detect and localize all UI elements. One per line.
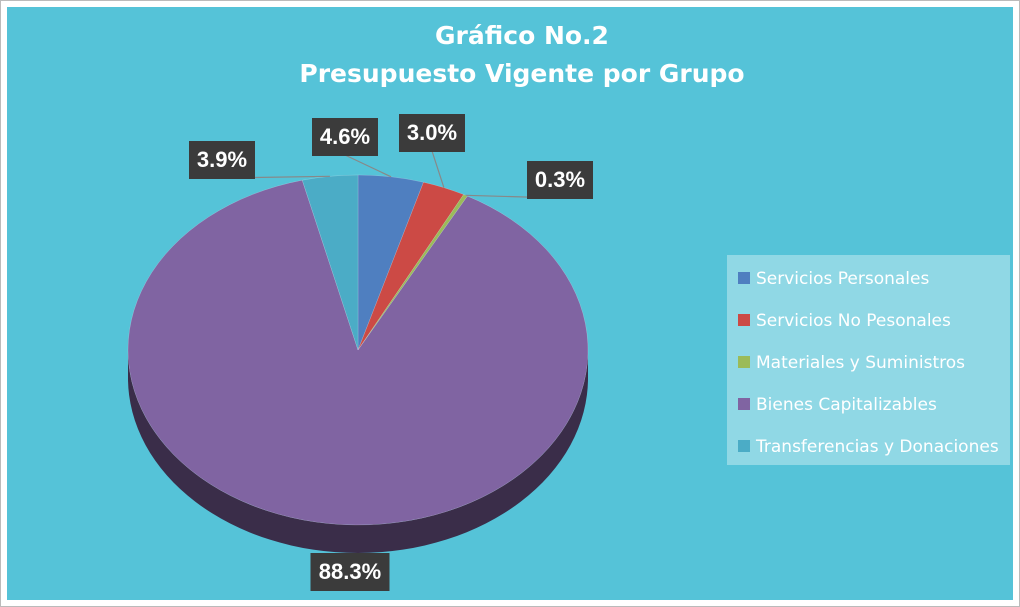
data-label-box	[310, 553, 390, 591]
legend-swatch	[738, 440, 750, 452]
pie-side	[128, 350, 588, 553]
data-label-box	[527, 161, 593, 199]
pie-slice	[357, 181, 464, 351]
leader-line	[344, 154, 392, 178]
legend-label: Bienes Capitalizables	[756, 395, 937, 415]
pie-slice	[301, 174, 359, 351]
legend-box	[727, 255, 1010, 465]
data-label: 3.0%	[407, 120, 457, 145]
legend-swatch	[738, 314, 750, 326]
legend-swatch	[738, 356, 750, 368]
chart-title: Gráfico No.2	[435, 21, 609, 50]
legend-label: Materiales y Suministros	[756, 353, 965, 373]
data-label: 4.6%	[320, 124, 370, 149]
legend-label: Transferencias y Donaciones	[755, 437, 999, 457]
leader-line	[431, 150, 445, 188]
data-label: 0.3%	[535, 167, 585, 192]
chart-subtitle: Presupuesto Vigente por Grupo	[299, 59, 744, 88]
data-label: 3.9%	[197, 147, 247, 172]
data-label-box	[189, 141, 255, 179]
pie-slice	[357, 194, 468, 351]
legend-label: Servicios No Pesonales	[756, 311, 951, 331]
legend-swatch	[738, 272, 750, 284]
data-label: 88.3%	[319, 559, 381, 584]
legend-label: Servicios Personales	[756, 269, 929, 289]
pie-slice	[357, 174, 424, 351]
pie-slice	[127, 179, 589, 526]
data-label-box	[312, 118, 378, 156]
legend-swatch	[738, 398, 750, 410]
data-label-box	[399, 114, 465, 152]
